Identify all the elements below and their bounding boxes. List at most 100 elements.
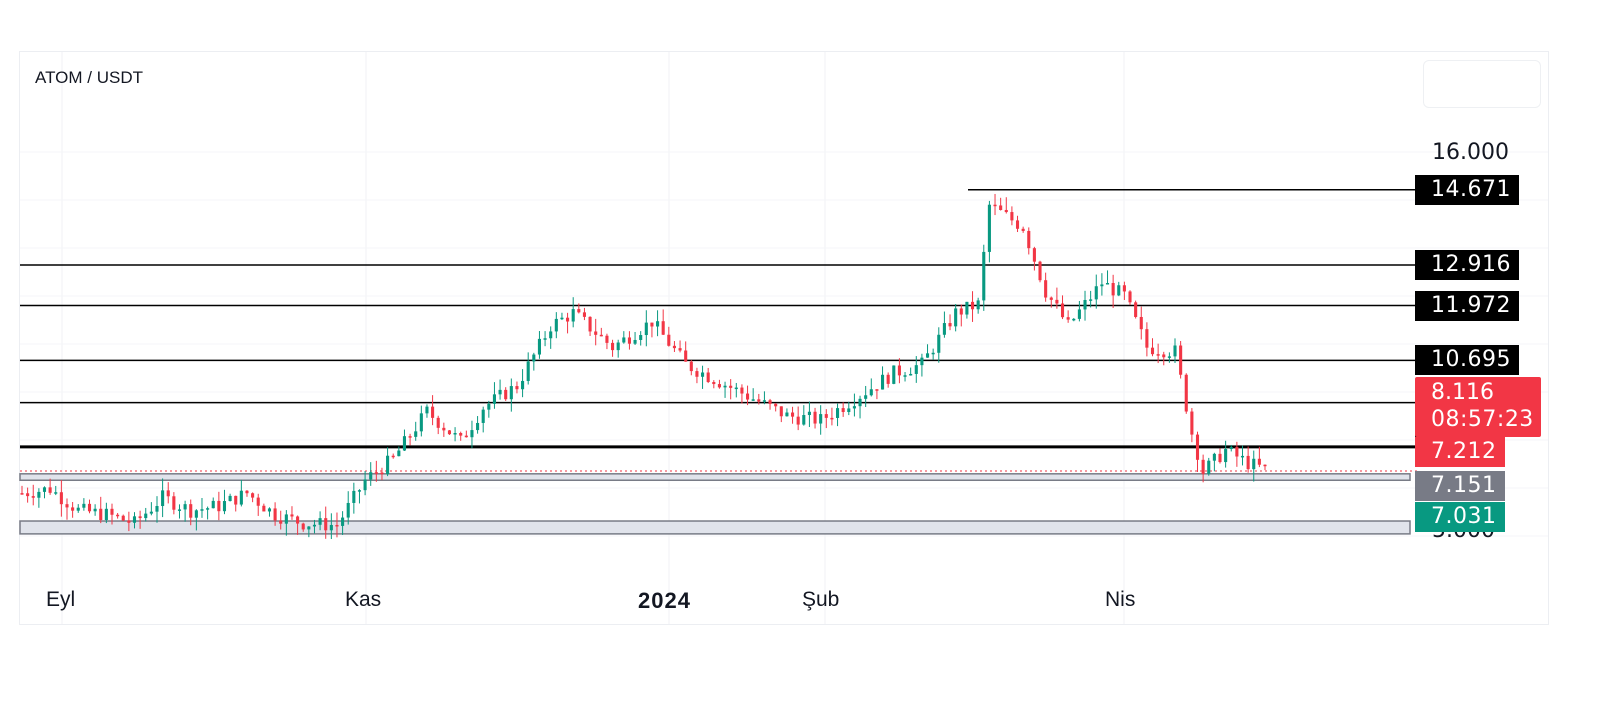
candle-body (217, 500, 221, 512)
candle-body (161, 490, 165, 507)
candle-body (504, 389, 508, 400)
candle-body (239, 490, 243, 505)
candle-body (1162, 354, 1166, 358)
candle-body (498, 389, 502, 395)
candle-body (701, 372, 705, 377)
candle-body (1184, 374, 1188, 412)
candle-body (948, 323, 952, 327)
candle-body (880, 374, 885, 390)
chart-controls[interactable] (1423, 60, 1541, 108)
candle-body (1010, 212, 1014, 221)
candle-body (267, 508, 272, 512)
candle-body (875, 389, 879, 391)
candle-body (211, 500, 215, 509)
candle-body (228, 495, 232, 502)
candle-body (99, 508, 103, 521)
candle-body (656, 321, 660, 327)
candle-body (341, 517, 345, 526)
candle-body (121, 515, 125, 521)
candle-body (1122, 285, 1126, 292)
candle-body (1100, 284, 1104, 287)
candle-body (132, 516, 137, 523)
candle-body (644, 322, 648, 336)
candle-body (1201, 459, 1205, 474)
level-price-tag: 11.972 (1415, 290, 1519, 321)
candle-body (695, 371, 699, 377)
support-zone (19, 473, 1411, 482)
candle-body (746, 393, 750, 400)
candle-body (374, 472, 378, 474)
candle-body (54, 492, 58, 494)
candle-body (1032, 248, 1036, 262)
current-price-value: 8.116 (1431, 380, 1494, 405)
candle-body (447, 430, 452, 435)
candle-body (1066, 317, 1070, 320)
candle-body (419, 413, 423, 432)
candle-body (273, 508, 277, 521)
candle-body (1072, 318, 1076, 321)
candle-body (892, 365, 896, 384)
candle-body (599, 334, 603, 337)
candle-body (1145, 329, 1149, 348)
candle-body (672, 345, 676, 349)
candle-body (1246, 455, 1250, 470)
candle-body (307, 526, 311, 530)
candle-body (1252, 458, 1256, 470)
candle-body (678, 348, 682, 351)
candle-body (279, 520, 283, 524)
candle-body (734, 387, 738, 390)
support-zone (19, 520, 1411, 535)
candle-body (970, 301, 975, 310)
candle-body (1089, 299, 1093, 301)
candle-body (464, 435, 468, 438)
price-tag: 7.031 (1415, 502, 1505, 532)
candle-body (149, 511, 153, 514)
candle-body (76, 507, 80, 511)
candle-body (82, 503, 86, 508)
candle-body (436, 417, 440, 428)
level-price-tag: 14.671 (1415, 174, 1519, 205)
candle-body (931, 352, 935, 355)
candle-body (588, 316, 592, 332)
candle-body (425, 406, 429, 414)
candle-body (571, 309, 575, 322)
candle-body (138, 516, 142, 519)
candle-body (329, 524, 333, 531)
candle-body (1060, 303, 1065, 318)
candle-body (515, 386, 519, 390)
candle-body (903, 375, 907, 377)
candle-body (858, 398, 862, 407)
candle-body (1263, 464, 1267, 467)
candle-body (785, 412, 789, 417)
candle-body (712, 382, 716, 385)
candle-body (408, 436, 412, 438)
candle-body (1044, 280, 1048, 298)
candle-body (757, 399, 761, 402)
candle-body (116, 514, 120, 517)
candle-body (807, 411, 811, 416)
candle-body (852, 406, 856, 409)
candle-body (549, 331, 553, 339)
candle-body (1139, 316, 1143, 330)
candle-body (521, 380, 525, 390)
candle-body (532, 354, 536, 362)
candle-body (717, 384, 721, 388)
candle-body (346, 502, 350, 518)
candle-body (1021, 228, 1025, 231)
candle-body (251, 493, 255, 498)
candle-body (369, 472, 373, 480)
candle-body (296, 516, 300, 524)
candle-body (594, 331, 598, 335)
candle-body (830, 417, 834, 420)
candle-body (689, 361, 693, 372)
candle-body (1128, 291, 1132, 303)
candle-body (639, 335, 643, 340)
price-tag: 7.151 (1415, 471, 1505, 501)
candle-body (290, 514, 294, 517)
candle-body (835, 408, 840, 418)
candle-body (284, 514, 288, 524)
candle-body (65, 504, 69, 508)
candle-body (819, 414, 823, 424)
candle-body (897, 365, 901, 376)
